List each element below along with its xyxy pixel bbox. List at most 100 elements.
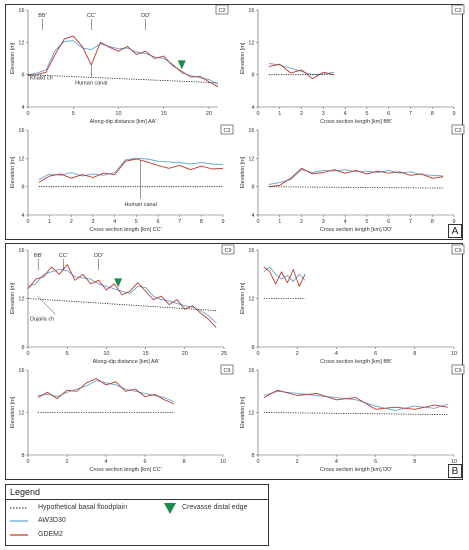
section-marker-label: BB' (34, 253, 42, 259)
panel-code: C2 (218, 8, 225, 14)
series-basal-floodplain (268, 186, 444, 189)
legend: Legend Hypothetical basal floodplain AW3… (5, 484, 269, 546)
x-tick-label: 8 (200, 219, 203, 225)
y-axis-title: Elevation [m] (10, 282, 16, 314)
x-tick-label: 6 (387, 219, 390, 225)
panel-code: C2 (454, 8, 461, 14)
series-aw3d30 (263, 390, 449, 411)
x-tick-label: 6 (387, 111, 390, 117)
canal-label: Human canal (75, 80, 107, 86)
y-axis-title: Elevation [m] (240, 156, 246, 188)
x-tick-label: 10 (220, 459, 226, 465)
x-tick-label: 0 (256, 351, 259, 357)
legend-label-aw3d30: AW3D30 (38, 517, 66, 524)
x-axis-title: Cross section length [km] CC' (89, 227, 161, 233)
series-aw3d30 (37, 380, 175, 403)
x-tick-label: 0 (26, 219, 29, 225)
y-tick-label: 16 (18, 248, 24, 254)
y-tick-label: 16 (18, 368, 24, 374)
y-tick-label: 16 (248, 8, 254, 14)
x-axis-title: Along-dip distance [km] AA' (90, 119, 157, 125)
y-tick-label: 16 (248, 248, 254, 254)
x-tick-label: 4 (335, 459, 338, 465)
y-axis-title: Elevation [m] (240, 396, 246, 428)
x-tick-label: 2 (300, 111, 303, 117)
y-tick-label: 12 (248, 156, 254, 162)
x-tick-label: 0 (26, 351, 29, 357)
series-aw3d30 (27, 268, 217, 324)
y-axis-title: Elevation [m] (10, 396, 16, 428)
x-axis-title: Cross section length [km] BB' (320, 359, 392, 365)
x-tick-label: 10 (451, 351, 457, 357)
x-tick-label: 10 (115, 111, 121, 117)
panel-set-a: A (5, 4, 463, 240)
x-tick-label: 6 (374, 459, 377, 465)
y-tick-label: 16 (248, 368, 254, 374)
x-axis-title: Cross section length [km] BB' (320, 119, 392, 125)
y-tick-label: 16 (18, 128, 24, 134)
channel-label: Khalid ch (30, 76, 53, 82)
x-tick-label: 0 (256, 111, 259, 117)
panel-code-box (215, 4, 229, 15)
x-tick-label: 3 (322, 219, 325, 225)
x-axis-title: Cross section length [km] DD' (320, 467, 392, 473)
crevasse-edge-icon (114, 278, 123, 288)
x-tick-label: 2 (70, 219, 73, 225)
panel-code: C2 (223, 128, 230, 134)
section-marker-label: CC' (87, 13, 96, 19)
x-tick-label: 5 (135, 219, 138, 225)
y-tick-label: 8 (21, 345, 24, 351)
series-gdem2 (263, 389, 449, 410)
series-basal-floodplain (27, 298, 217, 311)
y-tick-label: 8 (251, 185, 254, 191)
y-tick-label: 4 (251, 105, 254, 111)
x-tick-label: 8 (413, 351, 416, 357)
legend-divider (6, 499, 268, 500)
x-tick-label: 8 (413, 459, 416, 465)
series-aw3d30 (27, 40, 219, 85)
x-axis-title: Cross section length [km] CC' (89, 467, 161, 473)
x-tick-label: 9 (221, 219, 224, 225)
y-axis-title: Elevation [m] (10, 42, 16, 74)
panel-code: C2 (454, 128, 461, 134)
panel-code-box (451, 124, 465, 135)
panel-set-b: B (5, 243, 463, 480)
series-gdem2 (38, 158, 224, 183)
y-tick-label: 8 (21, 453, 24, 459)
x-tick-label: 1 (278, 219, 281, 225)
y-tick-label: 12 (18, 156, 24, 162)
legend-label-crevasse: Crevasse distal edge (182, 504, 248, 511)
x-tick-label: 25 (221, 351, 227, 357)
series-aw3d30 (268, 169, 444, 185)
x-tick-label: 5 (66, 351, 69, 357)
y-tick-label: 12 (18, 40, 24, 46)
x-tick-label: 20 (206, 111, 212, 117)
x-tick-label: 0 (256, 459, 259, 465)
x-tick-label: 2 (296, 459, 299, 465)
x-tick-label: 0 (26, 111, 29, 117)
x-tick-label: 9 (452, 219, 455, 225)
x-tick-label: 15 (143, 351, 149, 357)
x-tick-label: 8 (182, 459, 185, 465)
y-axis-title: Elevation [m] (240, 42, 246, 74)
x-tick-label: 8 (431, 111, 434, 117)
legend-label-basal: Hypothetical basal floodplain (38, 504, 128, 511)
x-tick-label: 4 (335, 351, 338, 357)
x-tick-label: 7 (409, 219, 412, 225)
y-tick-label: 8 (251, 345, 254, 351)
y-tick-label: 12 (248, 297, 254, 303)
x-tick-label: 2 (300, 219, 303, 225)
x-axis-title: Cross section length [km] DD' (320, 227, 392, 233)
y-tick-label: 12 (18, 297, 24, 303)
x-tick-label: 2 (65, 459, 68, 465)
channel-label: Dujaila ch (30, 316, 54, 322)
legend-label-gdem2: GDEM2 (38, 531, 63, 538)
x-tick-label: 3 (91, 219, 94, 225)
y-tick-label: 8 (21, 185, 24, 191)
y-tick-label: 8 (21, 73, 24, 79)
x-tick-label: 2 (296, 351, 299, 357)
section-marker-label: CC' (59, 253, 68, 259)
x-tick-label: 4 (104, 459, 107, 465)
x-tick-label: 9 (452, 111, 455, 117)
x-axis-title: Along-dip distance [km] AA' (93, 359, 160, 365)
